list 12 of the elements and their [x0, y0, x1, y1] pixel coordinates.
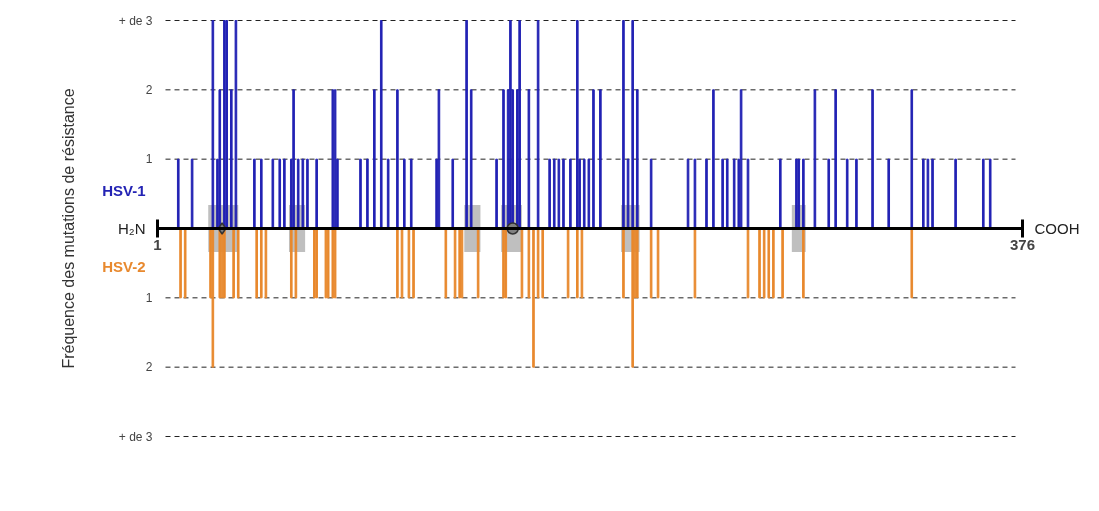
y-tick-label: 1: [145, 152, 153, 167]
y-axis-title: Fréquence des mutations de résistance: [60, 88, 77, 369]
y-tick-label: 1: [145, 290, 153, 305]
text: COOH: [1034, 220, 1080, 237]
y-tick-label: + de 3: [118, 13, 153, 28]
x-tick-label: 376: [1009, 235, 1036, 253]
y-tick-label: 2: [145, 360, 153, 375]
y-tick-label: + de 3: [118, 429, 153, 444]
text: H₂N: [118, 220, 146, 237]
text: HSV-2: [102, 258, 146, 276]
text: HSV-1: [102, 181, 146, 199]
y-tick-label: 2: [145, 82, 153, 97]
